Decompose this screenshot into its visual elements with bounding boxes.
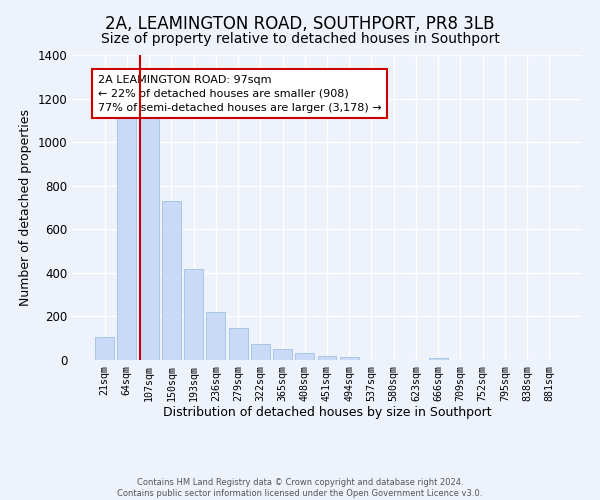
Bar [340,356,359,360]
Bar [118,108,136,360]
Bar [317,356,337,360]
Text: 2A, LEAMINGTON ROAD, SOUTHPORT, PR8 3LB: 2A, LEAMINGTON ROAD, SOUTHPORT, PR8 3LB [105,15,495,33]
Bar [429,358,448,360]
Y-axis label: Number of detached properties: Number of detached properties [19,109,32,306]
Bar [140,108,158,360]
Bar [162,201,181,360]
Bar [95,337,114,360]
Bar [251,344,270,360]
Bar [273,349,292,360]
Text: Size of property relative to detached houses in Southport: Size of property relative to detached ho… [101,32,499,46]
Bar [229,328,248,360]
X-axis label: Distribution of detached houses by size in Southport: Distribution of detached houses by size … [163,406,491,420]
Bar [184,268,203,360]
Text: 2A LEAMINGTON ROAD: 97sqm
← 22% of detached houses are smaller (908)
77% of semi: 2A LEAMINGTON ROAD: 97sqm ← 22% of detac… [97,75,381,113]
Text: Contains HM Land Registry data © Crown copyright and database right 2024.
Contai: Contains HM Land Registry data © Crown c… [118,478,482,498]
Bar [295,354,314,360]
Bar [206,312,225,360]
